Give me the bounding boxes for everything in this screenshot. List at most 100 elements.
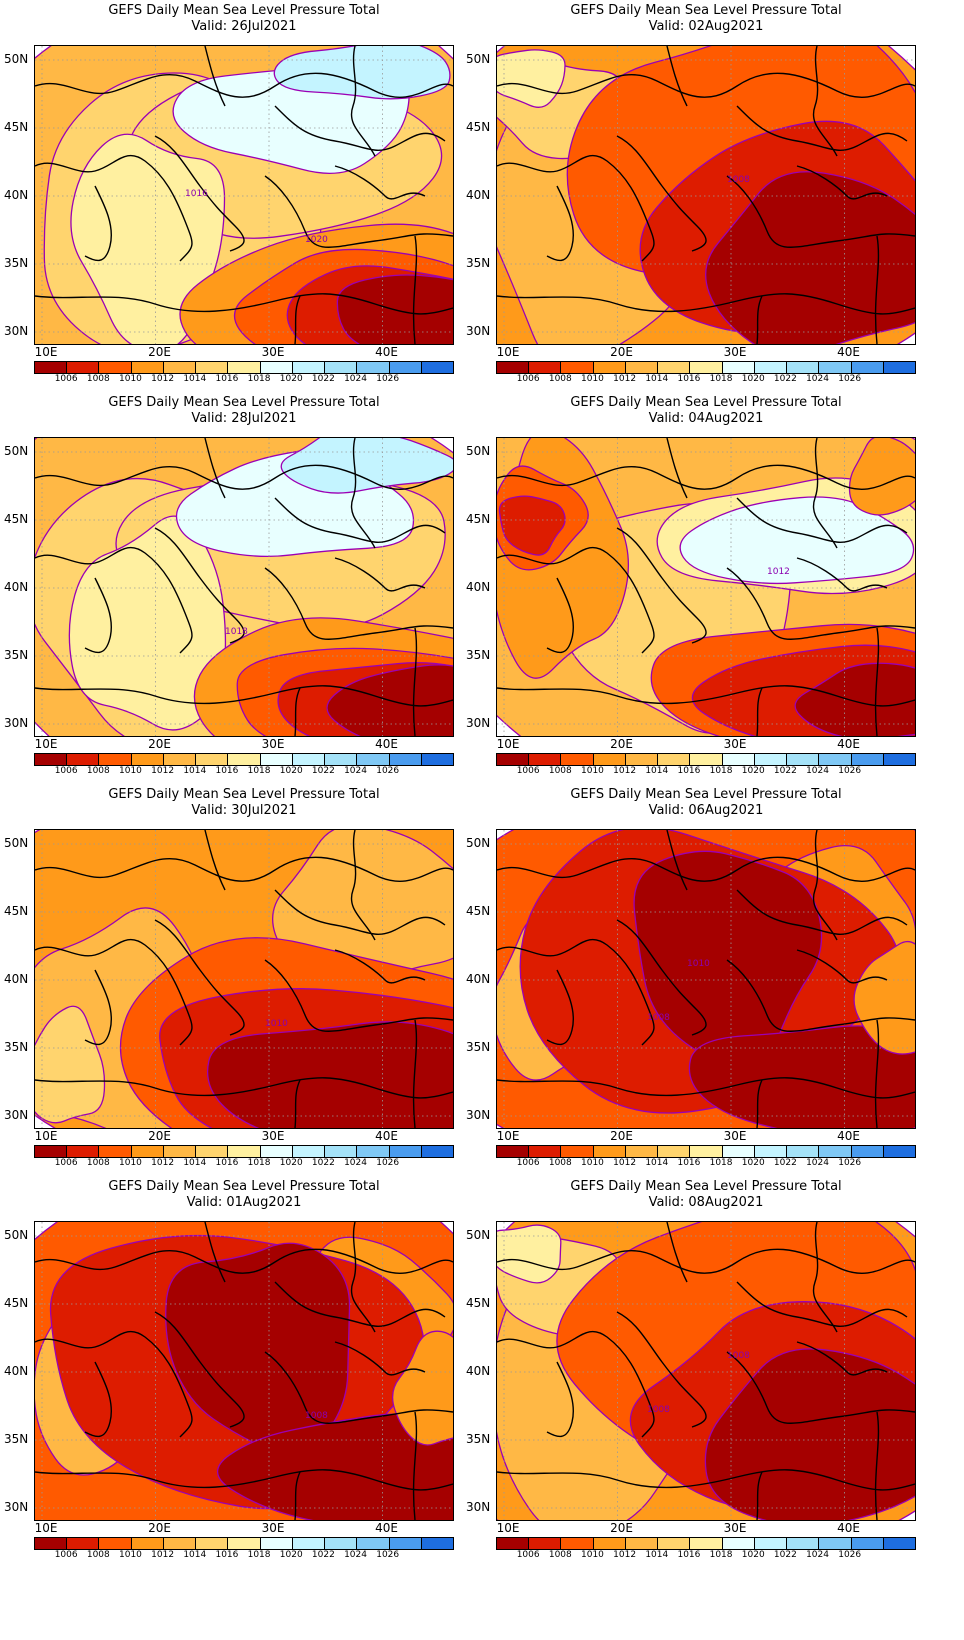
coastline <box>546 185 574 262</box>
longitude-label: 20E <box>148 737 171 751</box>
coastline <box>812 830 838 941</box>
latitude-label: 45N <box>4 1296 29 1310</box>
latitude-label: 50N <box>4 836 29 850</box>
colorbar-label: 1016 <box>215 766 239 776</box>
coastline <box>204 46 226 107</box>
colorbar-swatch <box>292 754 326 765</box>
colorbar-swatch <box>260 362 293 373</box>
latitude-label: 40N <box>4 1364 29 1378</box>
colorbar-swatch <box>690 362 723 373</box>
colorbar-swatch <box>754 1538 788 1549</box>
panel-valid-date: Valid: 28Jul2021 <box>191 411 297 426</box>
pressure-map: 1018 <box>34 437 454 737</box>
coastline <box>666 1222 688 1283</box>
colorbar-swatch <box>228 1538 261 1549</box>
colorbar <box>34 361 454 374</box>
colorbar-label: 1010 <box>581 766 604 776</box>
longitude-label: 10E <box>496 1521 520 1535</box>
panel-title-text: GEFS Daily Mean Sea Level Pressure Total <box>570 1179 842 1194</box>
colorbar-swatch <box>196 1538 229 1549</box>
coastline <box>796 1341 888 1376</box>
longitude-label: 20E <box>148 345 171 359</box>
colorbar-swatch <box>819 754 852 765</box>
latitude-label: 50N <box>466 52 491 66</box>
coastline <box>736 889 908 935</box>
colorbar-label: 1010 <box>581 1158 604 1168</box>
coastline <box>497 72 915 98</box>
colorbar-swatch <box>421 1538 454 1549</box>
colorbar-label: 1010 <box>581 1550 604 1560</box>
colorbar-swatch <box>131 754 164 765</box>
colorbar-swatch <box>593 362 626 373</box>
colorbar-swatch <box>658 1146 691 1157</box>
colorbar-swatch <box>722 754 755 765</box>
colorbar <box>496 753 916 766</box>
colorbar-swatch <box>690 1538 723 1549</box>
coastline <box>35 685 453 707</box>
colorbar-swatch <box>196 754 229 765</box>
colorbar-label: 1022 <box>773 1158 797 1168</box>
coastline <box>264 567 453 640</box>
latitude-label: 50N <box>466 444 491 458</box>
coastline <box>350 438 376 549</box>
colorbar-swatch <box>35 1146 68 1157</box>
panel-valid-date: Valid: 01Aug2021 <box>186 1195 302 1210</box>
latitude-label: 50N <box>466 1228 491 1242</box>
colorbar-swatch <box>754 1146 788 1157</box>
colorbar-swatch <box>325 754 358 765</box>
colorbar-swatch <box>593 1146 626 1157</box>
contour-label: 1008 <box>305 1411 328 1421</box>
longitude-label: 10E <box>34 1521 58 1535</box>
colorbar-swatch <box>357 362 390 373</box>
coastline <box>35 154 193 262</box>
colorbar-swatch <box>99 1146 132 1157</box>
coastline <box>756 295 763 344</box>
coastline <box>874 1019 880 1128</box>
colorbar-swatch <box>883 362 916 373</box>
colorbar-label: 1010 <box>119 1550 142 1560</box>
coastline <box>204 438 226 499</box>
latitude-label: 45N <box>4 120 29 134</box>
colorbar-label: 1018 <box>709 374 733 384</box>
coastline <box>412 235 418 344</box>
colorbar-label: 1024 <box>806 1550 829 1560</box>
colorbar-label: 1008 <box>86 1158 110 1168</box>
latitude-label: 45N <box>4 904 29 918</box>
colorbar-label: 1020 <box>279 374 303 384</box>
coastline <box>274 105 446 151</box>
colorbar-swatch <box>99 1538 132 1549</box>
coastline <box>497 938 655 1046</box>
colorbar-swatch <box>35 754 68 765</box>
latitude-label: 40N <box>4 972 29 986</box>
colorbar-swatch <box>292 1538 326 1549</box>
coastline <box>204 830 226 891</box>
coastline <box>616 135 707 252</box>
colorbar-label: 1018 <box>247 766 271 776</box>
coastline <box>334 949 426 984</box>
colorbar-swatch <box>228 754 261 765</box>
coastline <box>726 175 915 248</box>
coastline <box>736 1281 908 1327</box>
colorbar <box>496 1537 916 1550</box>
colorbar-label: 1026 <box>838 766 862 776</box>
colorbar-swatch <box>851 754 884 765</box>
panel-title-text: GEFS Daily Mean Sea Level Pressure Total <box>108 395 380 410</box>
coastline <box>294 295 301 344</box>
panel-valid-date: Valid: 06Aug2021 <box>648 803 764 818</box>
colorbar-swatch <box>196 362 229 373</box>
coastline <box>726 1351 915 1424</box>
coastline <box>874 627 880 736</box>
latitude-label: 30N <box>466 716 491 730</box>
pressure-map: 1020 1016 <box>34 45 454 345</box>
colorbar-swatch <box>851 1146 884 1157</box>
coastline <box>666 830 688 891</box>
latitude-label: 35N <box>466 648 491 662</box>
coastline <box>84 969 112 1046</box>
panel-valid-date: Valid: 26Jul2021 <box>191 19 297 34</box>
coastline <box>874 1411 880 1520</box>
colorbar-swatch <box>228 1146 261 1157</box>
colorbar-swatch <box>67 1146 100 1157</box>
coastline <box>35 1330 193 1438</box>
longitude-label: 40E <box>837 737 860 751</box>
